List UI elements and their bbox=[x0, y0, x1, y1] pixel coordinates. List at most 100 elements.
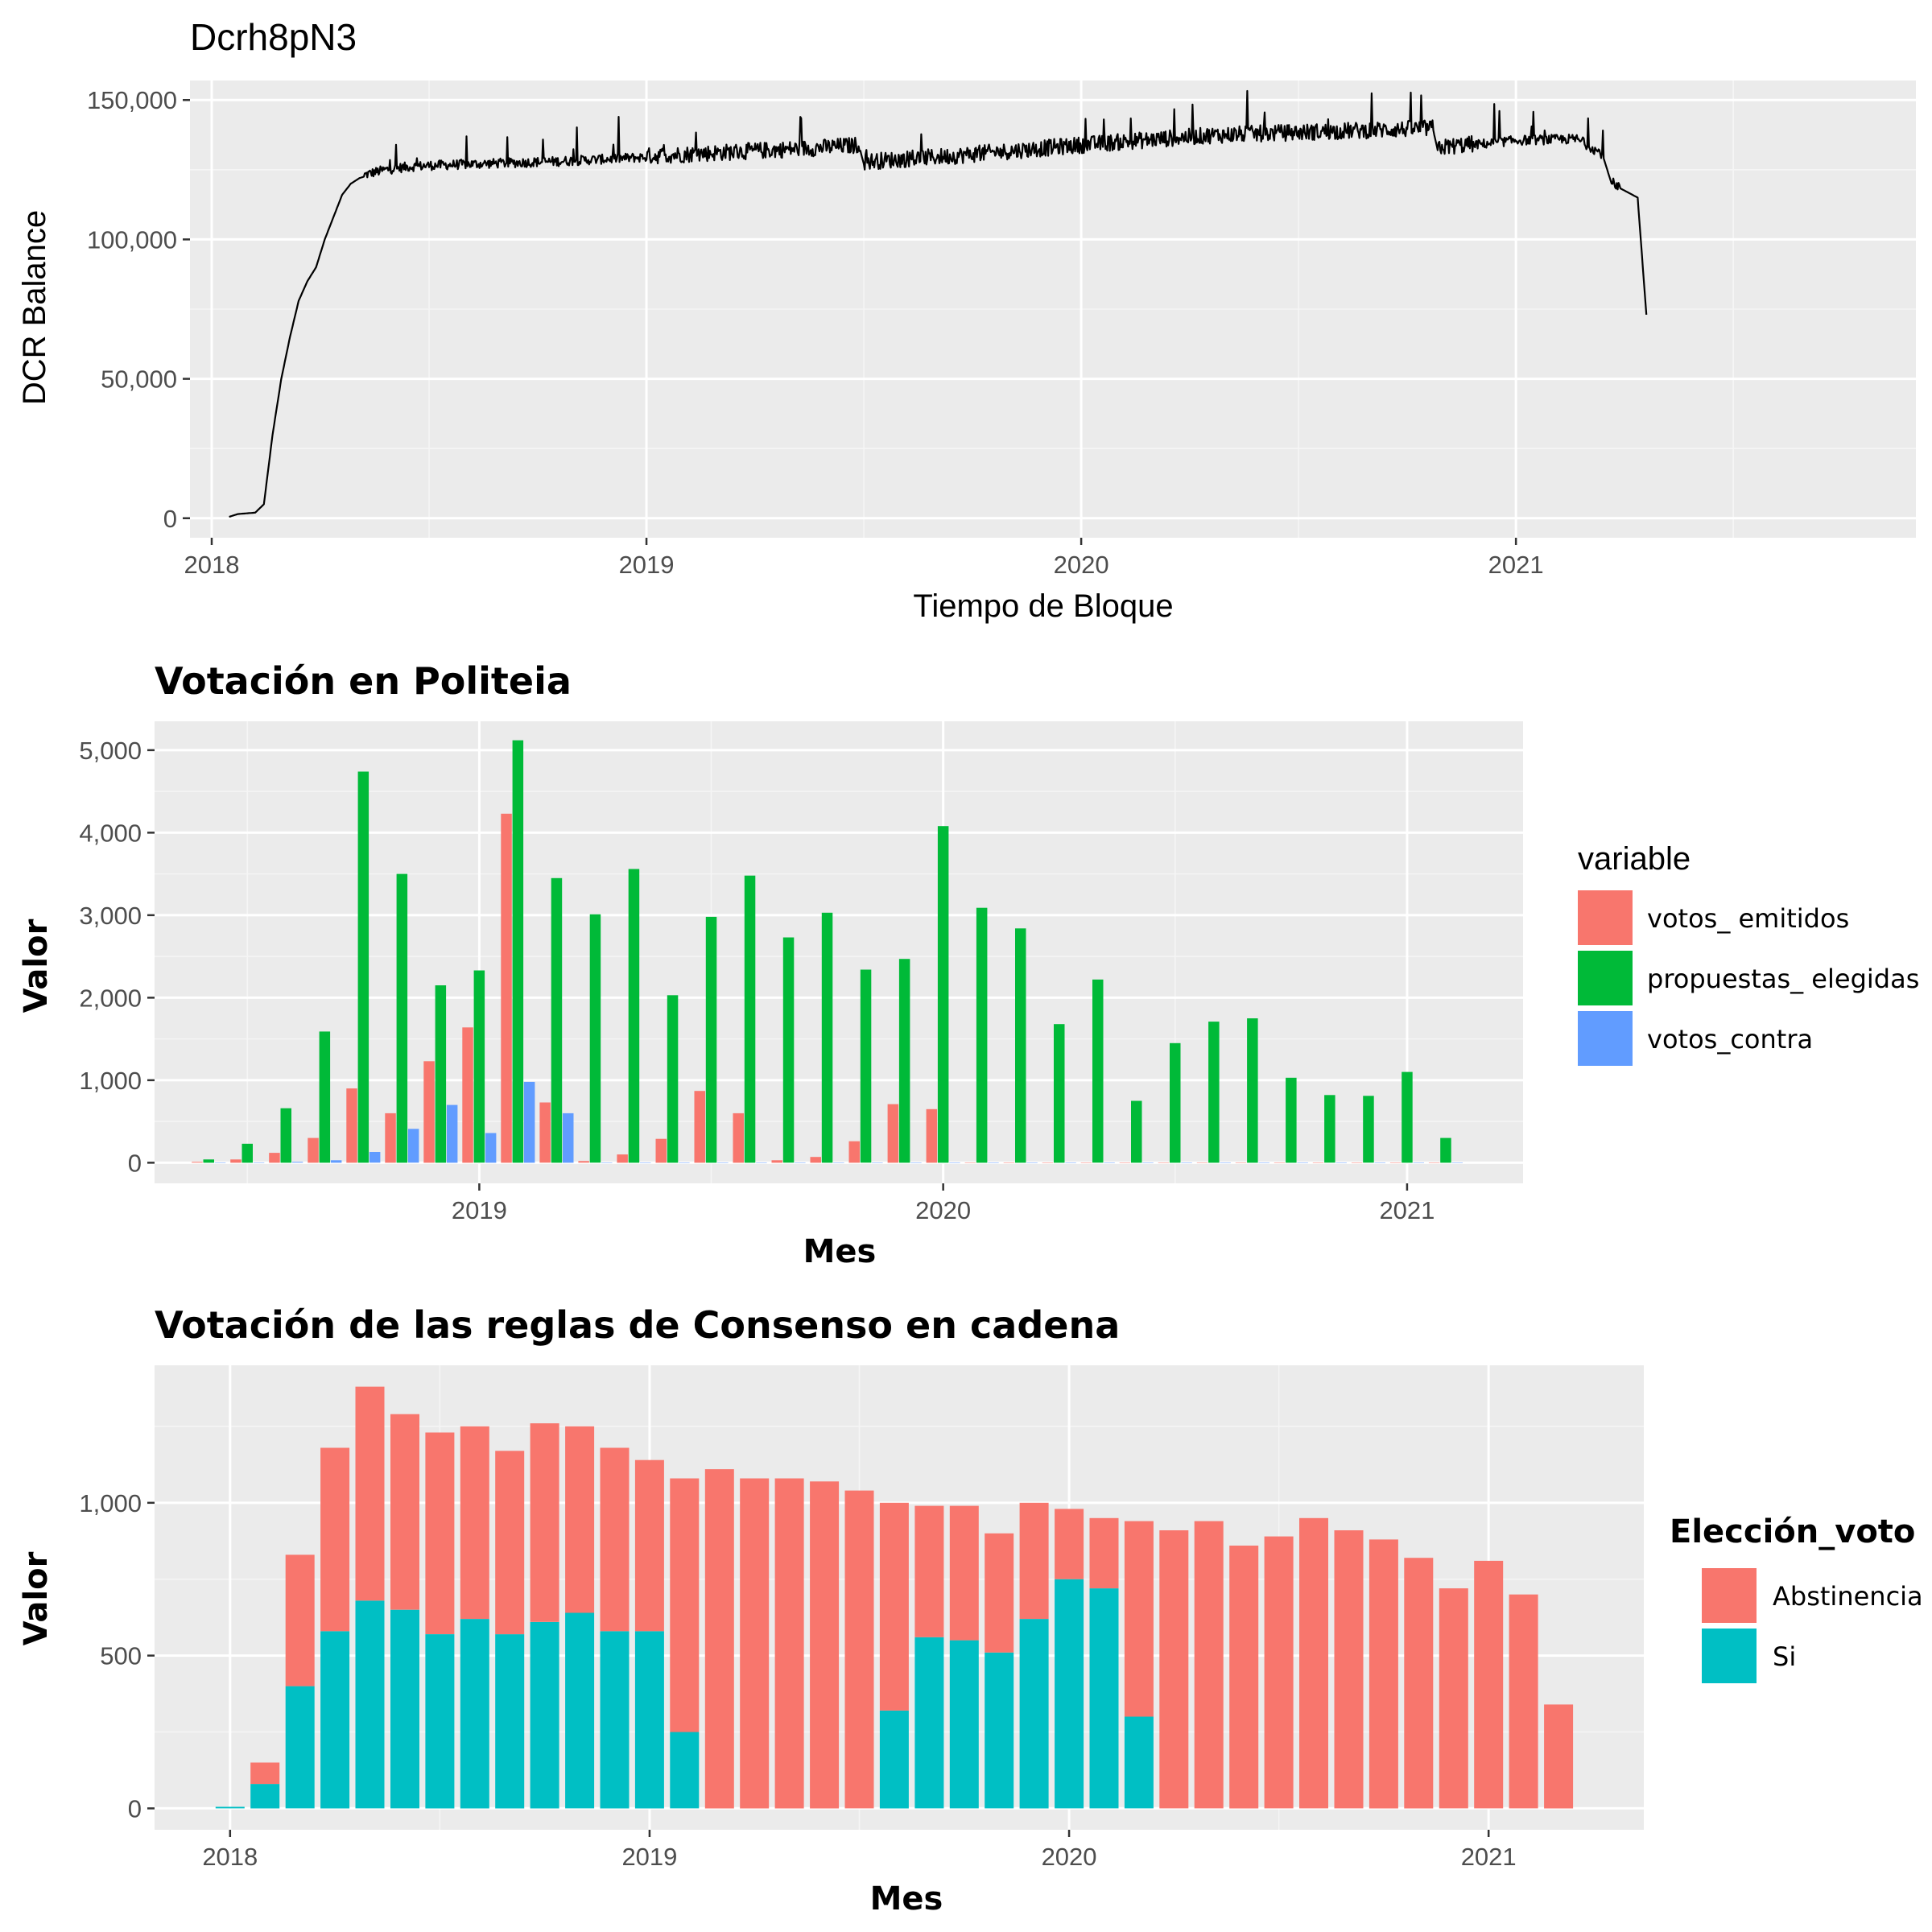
bar-si bbox=[390, 1609, 419, 1809]
x-tick-label: 2018 bbox=[202, 1843, 258, 1871]
legend-key-propuestas_elegidas bbox=[1578, 951, 1633, 1005]
bar-propuestas_elegidas bbox=[1170, 1042, 1181, 1163]
bar-abstinencia bbox=[1509, 1594, 1538, 1809]
legend-label-votos_contra: votos_contra bbox=[1647, 1024, 1813, 1055]
legend-label-abstinencia: Abstinencia bbox=[1773, 1581, 1923, 1612]
bar-propuestas_elegidas bbox=[1402, 1071, 1413, 1163]
bar-abstinencia bbox=[460, 1426, 489, 1620]
bar-votos_emitidos bbox=[1003, 1162, 1015, 1163]
bar-propuestas_elegidas bbox=[319, 1031, 331, 1163]
bar-abstinencia bbox=[914, 1505, 944, 1637]
consensus-legend-title: Elección_voto bbox=[1670, 1513, 1915, 1550]
bar-votos_contra bbox=[253, 1162, 265, 1163]
bar-votos_emitidos bbox=[1428, 1162, 1440, 1163]
bar-abstinencia bbox=[1264, 1536, 1294, 1809]
bar-si bbox=[1124, 1716, 1154, 1809]
bar-abstinencia bbox=[810, 1481, 840, 1809]
bar-votos_contra bbox=[640, 1162, 651, 1163]
bar-propuestas_elegidas bbox=[1054, 1024, 1065, 1163]
consensus-y-axis: 0 500 1,000 bbox=[79, 1489, 155, 1823]
consensus-y-axis-title: Valor bbox=[18, 1551, 55, 1645]
legend-label-propuestas_elegidas: propuestas_ elegidas bbox=[1647, 964, 1919, 994]
bar-votos_contra bbox=[679, 1162, 690, 1163]
bar-propuestas_elegidas bbox=[1363, 1096, 1374, 1163]
bar-propuestas_elegidas bbox=[589, 914, 601, 1163]
bar-votos_contra bbox=[833, 1162, 844, 1163]
bar-votos_contra bbox=[872, 1162, 883, 1163]
bar-votos_contra bbox=[756, 1162, 767, 1163]
x-tick-label: 2018 bbox=[184, 551, 240, 579]
bar-votos_emitidos bbox=[1196, 1162, 1208, 1163]
y-tick-label: 1,000 bbox=[79, 1489, 142, 1517]
bar-votos_emitidos bbox=[1312, 1162, 1324, 1163]
bar-si bbox=[425, 1634, 455, 1809]
bar-votos_contra bbox=[1413, 1162, 1424, 1163]
x-tick-label: 2020 bbox=[1054, 551, 1109, 579]
bar-propuestas_elegidas bbox=[1208, 1022, 1220, 1163]
balance-chart: Dcrh8pN3 2018 2019 2020 2021 0 50,000 100,000… bbox=[17, 16, 1916, 624]
bar-si bbox=[1055, 1579, 1084, 1809]
bar-si bbox=[495, 1634, 525, 1809]
bar-abstinencia bbox=[355, 1386, 385, 1601]
bar-abstinencia bbox=[1019, 1502, 1049, 1620]
bar-votos_contra bbox=[1451, 1162, 1463, 1163]
bar-votos_contra bbox=[949, 1162, 960, 1163]
bar-abstinencia bbox=[285, 1554, 315, 1686]
x-tick-label: 2021 bbox=[1461, 1843, 1517, 1871]
politeia-legend: variable votos_ emitidos propuestas_ eleg… bbox=[1578, 841, 1919, 1066]
balance-line bbox=[229, 89, 1648, 518]
bar-si bbox=[1089, 1588, 1119, 1809]
bar-votos_emitidos bbox=[771, 1160, 782, 1163]
bar-propuestas_elegidas bbox=[898, 959, 910, 1163]
bar-abstinencia bbox=[1159, 1530, 1189, 1809]
balance-marks bbox=[229, 89, 1648, 518]
bar-propuestas_elegidas bbox=[242, 1143, 253, 1163]
bar-si bbox=[634, 1631, 664, 1809]
bar-abstinencia bbox=[670, 1478, 700, 1732]
politeia-x-axis: 2019 2020 2021 bbox=[452, 1183, 1435, 1224]
bar-propuestas_elegidas bbox=[860, 969, 872, 1163]
bar-votos_contra bbox=[1220, 1162, 1231, 1163]
bar-votos_emitidos bbox=[655, 1138, 667, 1163]
bar-propuestas_elegidas bbox=[976, 907, 988, 1163]
bar-abstinencia bbox=[250, 1762, 280, 1785]
balance-chart-title: Dcrh8pN3 bbox=[190, 16, 357, 58]
bar-propuestas_elegidas bbox=[1131, 1100, 1142, 1163]
bar-votos_contra bbox=[1374, 1162, 1385, 1163]
bar-votos_emitidos bbox=[848, 1141, 860, 1163]
bar-votos_contra bbox=[446, 1104, 458, 1163]
bar-votos_emitidos bbox=[308, 1137, 319, 1163]
bar-votos_emitidos bbox=[501, 813, 512, 1163]
bar-propuestas_elegidas bbox=[1092, 979, 1104, 1163]
consensus-x-axis: 2018 2019 2020 2021 bbox=[202, 1830, 1517, 1871]
bar-votos_emitidos bbox=[733, 1113, 744, 1163]
x-tick-label: 2019 bbox=[619, 551, 675, 579]
legend-key-si bbox=[1702, 1629, 1757, 1683]
bar-propuestas_elegidas bbox=[744, 875, 756, 1163]
bar-abstinencia bbox=[1368, 1539, 1398, 1809]
bar-votos_contra bbox=[369, 1152, 381, 1163]
bar-abstinencia bbox=[704, 1469, 734, 1809]
bar-votos_emitidos bbox=[1274, 1162, 1286, 1163]
bar-propuestas_elegidas bbox=[396, 873, 408, 1163]
bar-propuestas_elegidas bbox=[357, 771, 369, 1163]
bar-votos_contra bbox=[1026, 1162, 1038, 1163]
bar-abstinencia bbox=[1194, 1521, 1224, 1809]
bar-si bbox=[985, 1652, 1014, 1809]
bar-votos_contra bbox=[795, 1162, 806, 1163]
bar-propuestas_elegidas bbox=[1324, 1095, 1335, 1163]
bar-votos_contra bbox=[563, 1113, 574, 1163]
bar-abstinencia bbox=[949, 1505, 979, 1641]
bar-votos_emitidos bbox=[1080, 1162, 1092, 1163]
bar-abstinencia bbox=[495, 1451, 525, 1635]
bar-si bbox=[250, 1784, 280, 1809]
x-tick-label: 2019 bbox=[452, 1196, 507, 1224]
bar-abstinencia bbox=[1334, 1530, 1364, 1809]
bar-abstinencia bbox=[985, 1533, 1014, 1653]
bar-votos_emitidos bbox=[810, 1157, 821, 1163]
bar-abstinencia bbox=[565, 1426, 595, 1613]
legend-label-votos_emitidos: votos_ emitidos bbox=[1647, 903, 1849, 934]
bar-votos_emitidos bbox=[269, 1153, 280, 1163]
y-tick-label: 4,000 bbox=[79, 819, 142, 847]
bar-propuestas_elegidas bbox=[1440, 1137, 1451, 1163]
